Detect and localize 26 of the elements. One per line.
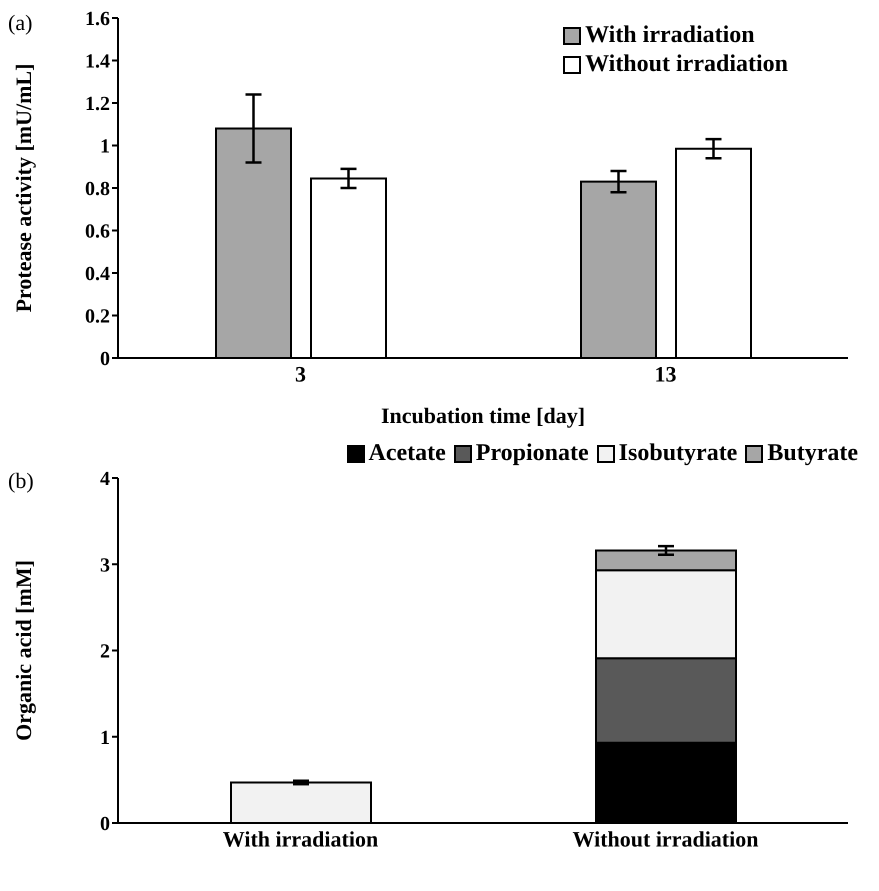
y-tick-label: 0.8 — [85, 178, 110, 200]
y-tick-label: 1.4 — [85, 50, 110, 73]
x-tick-label: 13 — [654, 362, 676, 387]
y-tick-label: 2 — [100, 640, 110, 663]
legend-label: Propionate — [476, 440, 589, 467]
y-tick-label: 0.6 — [85, 220, 110, 243]
y-axis-title: Organic acid [mM] — [10, 560, 36, 741]
y-axis-title: Protease activity [mU/mL] — [10, 64, 36, 312]
y-tick-label: 4 — [100, 468, 110, 490]
legend-label: Isobutyrate — [618, 440, 738, 467]
legend-label: Butyrate — [767, 440, 858, 467]
text: (a) — [8, 10, 32, 36]
y-tick-label: 0 — [100, 813, 110, 836]
y-tick-label: 1.2 — [85, 93, 110, 116]
y-tick-label: 0 — [100, 348, 110, 370]
y-tick-label: 0.4 — [85, 263, 110, 286]
x-axis-title: Incubation time [day] — [380, 403, 586, 428]
y-tick-label: 3 — [100, 554, 110, 576]
legend-label: With irradiation — [585, 22, 755, 49]
y-tick-label: 1 — [100, 726, 110, 749]
legend-label: Acetate — [368, 440, 446, 467]
y-tick-label: 0.2 — [85, 306, 110, 328]
y-tick-label: 1 — [100, 136, 110, 158]
text: (b) — [8, 468, 34, 494]
legend-label: Without irradiation — [585, 51, 788, 78]
y-tick-label: 1.6 — [85, 8, 110, 30]
